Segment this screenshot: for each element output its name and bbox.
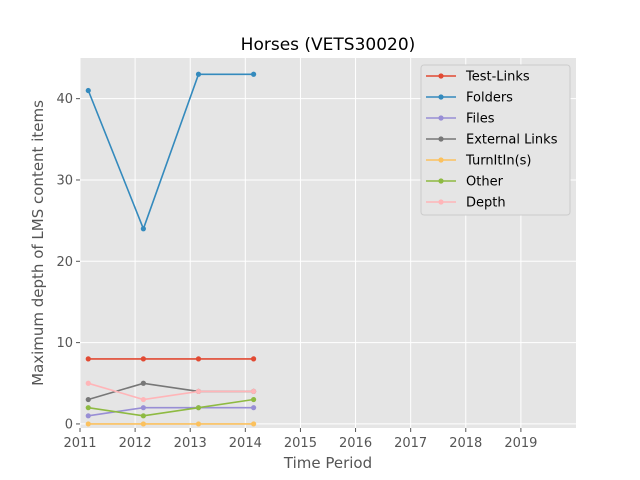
data-point	[85, 356, 91, 362]
data-point	[140, 380, 146, 386]
data-point	[195, 71, 202, 77]
series-line	[88, 398, 254, 417]
x-tick-label: 2015	[284, 436, 317, 451]
data-point	[85, 396, 91, 403]
data-point	[85, 421, 91, 427]
series-test-links	[85, 356, 257, 362]
x-tick-label: 2018	[449, 436, 482, 451]
data-point	[195, 405, 202, 411]
legend-marker	[438, 136, 444, 142]
data-point	[251, 71, 257, 77]
x-tick-label: 2019	[504, 436, 537, 451]
legend-item: Folders	[426, 91, 513, 106]
data-point	[195, 356, 202, 362]
series-line	[88, 382, 254, 401]
tick-labels: 2011 2012 2013 2014 2015 2016 2017 2018 2019 0 10 2…	[56, 92, 537, 451]
legend-marker	[438, 115, 444, 121]
x-tick-label: 2013	[174, 436, 207, 451]
data-point	[251, 388, 257, 395]
legend-label: Depth	[466, 196, 506, 211]
series-layer	[85, 71, 257, 427]
legend-box	[420, 64, 571, 216]
y-tick-label: 0	[65, 417, 73, 432]
data-point	[85, 87, 91, 94]
y-tick-label: 20	[56, 255, 73, 270]
legend-marker	[438, 178, 444, 184]
data-point	[85, 405, 91, 411]
y-tick-label: 30	[56, 173, 73, 188]
legend-label: Test-Links	[465, 70, 530, 85]
legend-item: Files	[426, 112, 495, 127]
x-tick-label: 2011	[63, 436, 96, 451]
data-point	[140, 405, 146, 411]
data-point	[251, 421, 257, 427]
y-axis-label: Maximum depth of LMS content items	[29, 100, 47, 386]
legend-marker	[438, 199, 444, 205]
series-depth	[85, 380, 257, 403]
data-point	[251, 405, 257, 411]
x-tick-label: 2017	[394, 436, 427, 451]
legend-item: Other	[426, 175, 504, 190]
chart-title: Horses (VETS30020)	[241, 35, 416, 55]
data-point	[140, 421, 146, 427]
y-tick-label: 10	[56, 336, 73, 351]
x-tick-label: 2014	[229, 436, 262, 451]
data-point	[195, 388, 202, 395]
legend-item: TurnItIn(s)	[426, 154, 531, 169]
data-point	[140, 413, 146, 419]
data-point	[140, 356, 146, 362]
legend-label: Files	[466, 112, 495, 127]
legend-marker	[438, 94, 444, 100]
data-point	[195, 421, 202, 427]
legend-item: Test-Links	[426, 70, 530, 85]
y-tick-label: 40	[56, 92, 73, 107]
legend-label: TurnItIn(s)	[465, 154, 531, 169]
data-point	[140, 226, 146, 232]
data-point	[85, 380, 91, 386]
data-point	[140, 396, 146, 403]
x-tick-label: 2016	[339, 436, 372, 451]
legend-label: External Links	[466, 133, 558, 148]
series-line	[87, 73, 254, 232]
legend-marker	[438, 157, 444, 163]
x-axis-label: Time Period	[283, 454, 372, 472]
legend-label: Folders	[466, 91, 513, 106]
data-point	[251, 356, 257, 362]
legend-marker	[438, 73, 444, 79]
x-tick-label: 2012	[119, 436, 152, 451]
data-point	[85, 413, 91, 419]
legend: Test-Links Folders Files External Links Turn…	[420, 64, 571, 216]
data-point	[251, 396, 257, 403]
legend-label: Other	[466, 175, 504, 190]
legend-item: Depth	[426, 196, 506, 211]
series-folders	[85, 71, 257, 232]
legend-item: External Links	[426, 133, 558, 148]
series-other	[85, 396, 257, 419]
series-turnitin-s	[85, 421, 257, 427]
